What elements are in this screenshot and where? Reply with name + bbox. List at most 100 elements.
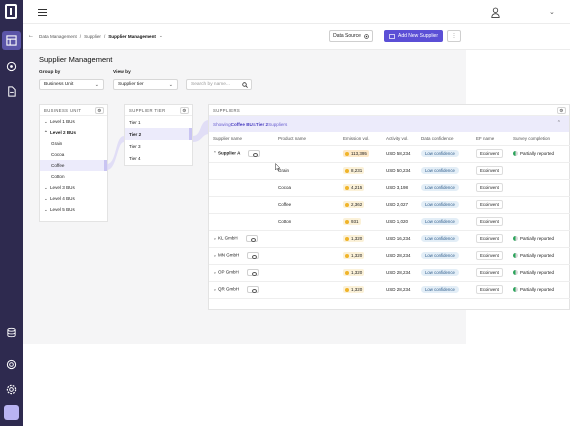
hamburger-icon[interactable] (38, 9, 47, 16)
survey-cell: Partially reported (509, 145, 570, 163)
emission-value: 2,362 (351, 202, 363, 207)
emission-cell: 931 (339, 213, 382, 231)
eye-icon[interactable] (247, 286, 260, 293)
logo-icon[interactable] (5, 4, 17, 19)
supplier-tier-item[interactable]: Tier 3 (125, 140, 192, 152)
survey-status: Partially reported (513, 235, 554, 241)
supplier-name[interactable]: MN GmbH (218, 252, 240, 258)
column-header[interactable]: Survey completion (509, 132, 570, 146)
radar-icon[interactable] (4, 59, 19, 74)
business-unit-item[interactable]: ⌄ Level 1 BUs (40, 116, 107, 127)
product-name-cell: Grain (274, 162, 339, 180)
breadcrumb-item[interactable]: Data Management (39, 33, 77, 39)
supplier-tier-label: Tier 2 (129, 131, 142, 137)
eye-icon[interactable] (247, 252, 260, 259)
document-icon[interactable] (4, 84, 19, 99)
column-header[interactable]: Data confidence (417, 132, 472, 146)
business-unit-item[interactable]: ⌄ Level 3 BUs (40, 182, 107, 193)
supplier-name-cell: ⌄ KL GmbH (209, 230, 274, 248)
activity-value: USD 28,234 (386, 253, 411, 258)
chevron-icon[interactable]: ⌄ (44, 118, 48, 124)
chevron-icon[interactable]: ⌄ (44, 195, 48, 201)
user-menu-chevron-icon[interactable]: ⌄ (549, 9, 555, 16)
activity-cell: USD 28,234 (382, 247, 417, 265)
survey-label: Partially reported (520, 269, 555, 275)
table-row[interactable]: Cotton 931 USD 1,020 Low confidence Ecoinven… (209, 213, 570, 231)
eye-icon[interactable] (248, 150, 261, 157)
group-by-select[interactable]: Business Unit ⌄ (39, 79, 104, 90)
supplier-name[interactable]: QR GmbH (218, 286, 240, 292)
support-icon[interactable] (4, 357, 19, 372)
table-row[interactable]: ⌄ KL GmbH 1,320 USD 16,234 Low confidence Ec… (209, 230, 570, 248)
gear-icon[interactable]: ⚙ (95, 107, 104, 114)
supplier-name[interactable]: Supplier A (218, 150, 241, 156)
eye-icon[interactable] (245, 235, 258, 242)
table-row[interactable]: ⌄ MN GmbH 1,320 USD 28,234 Low confidence Ec… (209, 247, 570, 265)
page-title: Supplier Management (39, 55, 113, 64)
column-header[interactable]: Emission vol. (339, 132, 382, 146)
row-chevron-icon[interactable]: ⌄ (213, 269, 217, 275)
user-icon[interactable] (491, 7, 500, 18)
data-source-button[interactable]: Data Source (329, 30, 373, 42)
column-header[interactable]: EF name (472, 132, 509, 146)
chevron-icon[interactable]: ⌄ (44, 184, 48, 190)
supplier-name[interactable]: OP GmbH (218, 269, 239, 275)
row-chevron-icon[interactable]: ⌄ (213, 252, 217, 258)
chevron-icon[interactable]: ⌃ (44, 129, 48, 135)
supplier-tier-item[interactable]: Tier 4 (125, 152, 192, 164)
chevron-icon[interactable]: ⌄ (44, 206, 48, 212)
supplier-tier-item[interactable]: Tier 2 (125, 128, 192, 140)
table-icon[interactable] (2, 31, 21, 50)
column-header[interactable]: Product name (274, 132, 339, 146)
more-options-button[interactable]: ⋮ (447, 30, 461, 42)
add-new-supplier-button[interactable]: Add New Supplier (384, 30, 443, 42)
business-unit-item[interactable]: Cotton (40, 171, 107, 182)
table-row[interactable]: Cocoa 4,215 USD 3,198 Low confidence Ecoinve… (209, 179, 570, 197)
emission-cell: 1,320 (339, 247, 382, 265)
gear-icon[interactable]: ⚙ (180, 107, 189, 114)
confidence-cell: Low confidence (417, 145, 472, 163)
business-unit-item[interactable]: ⌃ Level 2 BUs (40, 127, 107, 138)
survey-label: Partially reported (520, 150, 555, 156)
table-header-row: Supplier name Product name Emission vol.… (209, 132, 570, 146)
business-unit-item[interactable]: Cocoa (40, 149, 107, 160)
back-arrow-icon[interactable]: ← (28, 33, 34, 39)
avatar[interactable] (4, 405, 19, 420)
business-unit-item[interactable]: ⌄ Level 4 BUs (40, 193, 107, 204)
activity-cell: USD 28,234 (382, 264, 417, 282)
emission-cell: 8,231 (339, 162, 382, 180)
row-chevron-icon[interactable]: ⌄ (213, 235, 217, 241)
table-row[interactable]: ⌃ Supplier A 113,395 USD 58,234 Low confide… (209, 145, 570, 163)
emission-dot-icon (345, 202, 349, 207)
settings-icon[interactable] (4, 382, 19, 397)
row-chevron-icon[interactable]: ⌃ (213, 150, 217, 156)
eye-icon[interactable] (246, 269, 259, 276)
supplier-tier-title: SUPPLIER TIER (129, 107, 166, 113)
gear-icon[interactable]: ⚙ (557, 107, 566, 114)
breadcrumb-item[interactable]: Supplier (84, 33, 101, 39)
database-icon[interactable] (4, 325, 19, 340)
activity-value: USD 28,234 (386, 287, 411, 292)
table-row[interactable]: Coffee 2,362 USD 2,027 Low confidence Ecoinv… (209, 196, 570, 214)
confidence-cell: Low confidence (417, 230, 472, 248)
business-unit-label: Level 5 BUs (50, 207, 75, 212)
column-header[interactable]: Activity vol. (382, 132, 417, 146)
confidence-cell: Low confidence (417, 179, 472, 197)
table-row[interactable]: ⌄ QR GmbH 1,320 USD 28,234 Low confidence Ec… (209, 281, 570, 299)
business-unit-item[interactable]: Grain (40, 138, 107, 149)
collapse-chevron-icon[interactable]: ⌃ (556, 120, 561, 126)
business-unit-item[interactable]: ⌄ Level 5 BUs (40, 204, 107, 215)
column-header[interactable]: Supplier name (209, 132, 274, 146)
supplier-tier-item[interactable]: Tier 1 (125, 116, 192, 128)
supplier-name[interactable]: KL GmbH (218, 235, 238, 241)
view-by-select[interactable]: Supplier tier ⌄ (113, 79, 178, 90)
chevron-down-icon[interactable]: ⌄ (158, 33, 163, 38)
search-input[interactable]: Search by name... (186, 79, 252, 90)
business-unit-item[interactable]: Coffee (40, 160, 107, 171)
table-row[interactable]: ⌄ OP GmbH 1,320 USD 28,234 Low confidence Ec… (209, 264, 570, 282)
row-chevron-icon[interactable]: ⌄ (213, 286, 217, 292)
confidence-cell: Low confidence (417, 162, 472, 180)
breadcrumb-bar: ← Data Management / Supplier / Supplier … (23, 24, 570, 50)
table-row[interactable]: Grain 8,231 USD 50,234 Low confidence Ecoinv… (209, 162, 570, 180)
emission-value: 931 (351, 219, 359, 224)
